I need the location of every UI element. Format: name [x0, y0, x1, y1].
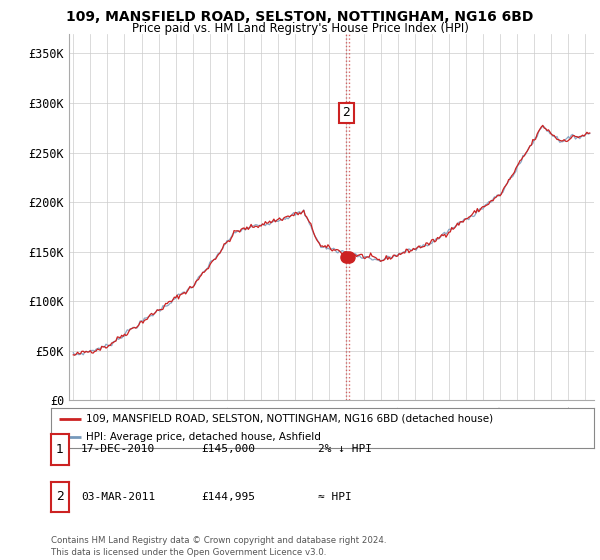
- Text: 2% ↓ HPI: 2% ↓ HPI: [318, 444, 372, 454]
- Text: 2: 2: [343, 106, 350, 119]
- Text: 17-DEC-2010: 17-DEC-2010: [81, 444, 155, 454]
- Text: ≈ HPI: ≈ HPI: [318, 492, 352, 502]
- Text: Price paid vs. HM Land Registry's House Price Index (HPI): Price paid vs. HM Land Registry's House …: [131, 22, 469, 35]
- Text: 109, MANSFIELD ROAD, SELSTON, NOTTINGHAM, NG16 6BD (detached house): 109, MANSFIELD ROAD, SELSTON, NOTTINGHAM…: [86, 414, 493, 423]
- Text: 1: 1: [56, 443, 64, 456]
- Text: Contains HM Land Registry data © Crown copyright and database right 2024.
This d: Contains HM Land Registry data © Crown c…: [51, 536, 386, 557]
- Text: £144,995: £144,995: [201, 492, 255, 502]
- Text: HPI: Average price, detached house, Ashfield: HPI: Average price, detached house, Ashf…: [86, 432, 321, 442]
- Text: £145,000: £145,000: [201, 444, 255, 454]
- Text: 109, MANSFIELD ROAD, SELSTON, NOTTINGHAM, NG16 6BD: 109, MANSFIELD ROAD, SELSTON, NOTTINGHAM…: [67, 10, 533, 24]
- Text: 2: 2: [56, 491, 64, 503]
- Text: 03-MAR-2011: 03-MAR-2011: [81, 492, 155, 502]
